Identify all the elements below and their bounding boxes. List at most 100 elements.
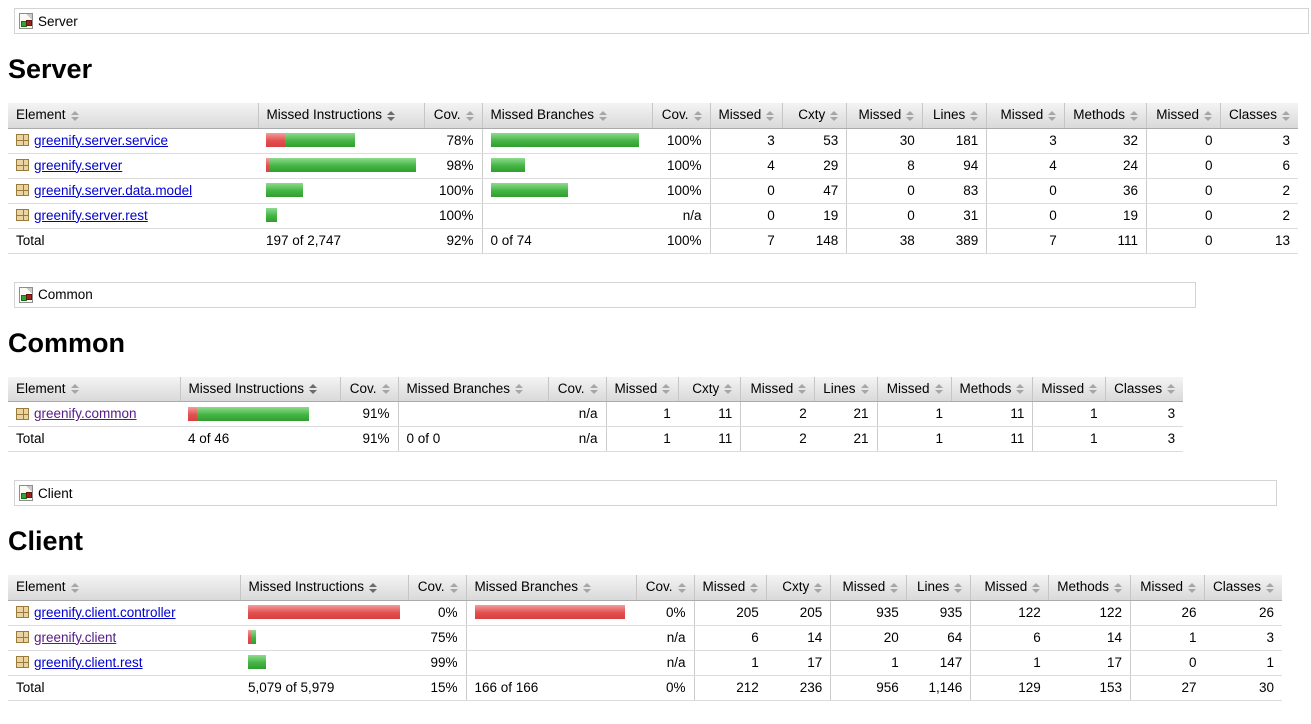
instructions-bar	[188, 406, 332, 421]
table-row: greenify.client 75% n/a 6 14 20 64 6 14 1 3	[8, 625, 1283, 651]
column-header-cov-[interactable]: Cov.	[547, 376, 606, 402]
column-header-missed[interactable]: Missed	[709, 103, 783, 129]
column-label: Cov.	[433, 107, 461, 123]
package-link[interactable]: greenify.server.service	[34, 132, 169, 148]
column-header-element[interactable]: Element	[8, 376, 180, 402]
column-header-missed[interactable]: Missed	[605, 376, 679, 402]
counter-cell: 26	[1204, 600, 1283, 626]
instructions-coverage-cell: 99%	[408, 650, 466, 676]
sort-down-arrow	[465, 116, 474, 121]
column-header-methods[interactable]: Methods	[1064, 103, 1147, 129]
element-wrap: greenify.common	[16, 406, 172, 421]
counter-cell: 1	[1130, 625, 1205, 651]
sort-down-arrow	[583, 588, 592, 593]
column-header-classes[interactable]: Classes	[1220, 103, 1299, 129]
package-link[interactable]: greenify.common	[34, 406, 137, 421]
column-label: Missed	[702, 579, 746, 595]
total-instructions-cell: 5,079 of 5,979	[240, 675, 408, 701]
sort-icon	[515, 384, 524, 395]
counter-cell: 3	[986, 128, 1065, 154]
column-label: Missed	[614, 380, 658, 396]
package-link[interactable]: greenify.client	[34, 629, 117, 645]
counter-cell: 11	[951, 401, 1033, 427]
missed-bar	[266, 158, 269, 172]
column-header-missed-branches[interactable]: Missed Branches	[397, 376, 548, 402]
column-header-missed[interactable]: Missed	[1130, 575, 1205, 601]
column-label: Missed	[1000, 107, 1044, 123]
sort-icon	[1016, 384, 1025, 395]
column-label: Missed	[1041, 380, 1085, 396]
sort-icon	[1048, 110, 1057, 121]
instructions-bar-cell	[240, 625, 408, 651]
sort-up-arrow	[1089, 384, 1098, 389]
column-header-methods[interactable]: Methods	[950, 376, 1033, 402]
column-header-lines[interactable]: Lines	[814, 376, 878, 402]
column-header-classes[interactable]: Classes	[1105, 376, 1184, 402]
covered-bar	[285, 133, 355, 147]
column-header-lines[interactable]: Lines	[906, 575, 971, 601]
column-header-missed-instructions[interactable]: Missed Instructions	[179, 376, 340, 402]
sort-icon	[934, 384, 943, 395]
column-header-cov-[interactable]: Cov.	[423, 103, 482, 129]
breadcrumb: Common	[14, 281, 1196, 308]
branches-bar-cell	[465, 625, 636, 651]
sort-icon	[724, 384, 733, 395]
column-header-cxty[interactable]: Cxty	[782, 103, 847, 129]
total-instructions-coverage-cell: 92%	[424, 228, 482, 254]
column-header-missed[interactable]: Missed	[830, 575, 907, 601]
covered-bar	[197, 406, 309, 421]
total-counter-cell: 1,146	[906, 675, 971, 701]
column-header-element[interactable]: Element	[8, 103, 258, 129]
column-header-missed-branches[interactable]: Missed Branches	[465, 575, 636, 601]
column-header-missed[interactable]: Missed	[846, 103, 923, 129]
column-label: Cov.	[645, 579, 673, 595]
column-header-cxty[interactable]: Cxty	[766, 575, 831, 601]
sort-icon	[381, 384, 390, 395]
column-header-missed[interactable]: Missed	[876, 376, 952, 402]
column-header-missed[interactable]: Missed	[986, 103, 1065, 129]
total-counter-cell: 27	[1130, 675, 1205, 701]
column-header-missed-instructions[interactable]: Missed Instructions	[239, 575, 408, 601]
sort-down-arrow	[830, 116, 839, 121]
column-label: Classes	[1114, 380, 1163, 396]
instructions-bar-cell	[258, 203, 424, 229]
total-counter-cell: 38	[846, 228, 923, 254]
column-header-cov-[interactable]: Cov.	[651, 103, 710, 129]
column-header-cov-[interactable]: Cov.	[339, 376, 398, 402]
total-counter-cell: 2	[740, 426, 815, 452]
column-header-missed[interactable]: Missed	[1032, 376, 1106, 402]
sort-icon	[693, 110, 702, 121]
column-header-methods[interactable]: Methods	[1048, 575, 1131, 601]
column-label: Element	[16, 107, 66, 123]
column-header-missed[interactable]: Missed	[970, 575, 1049, 601]
package-link[interactable]: greenify.server.data.model	[34, 182, 193, 198]
package-link[interactable]: greenify.server.rest	[34, 207, 148, 223]
column-header-missed[interactable]: Missed	[693, 575, 767, 601]
column-header-classes[interactable]: Classes	[1204, 575, 1283, 601]
counter-cell: 2	[1220, 203, 1299, 229]
package-link[interactable]: greenify.server	[34, 157, 123, 173]
column-header-cov-[interactable]: Cov.	[635, 575, 694, 601]
column-header-element[interactable]: Element	[8, 575, 240, 601]
package-link[interactable]: greenify.client.controller	[34, 604, 176, 620]
package-link[interactable]: greenify.client.rest	[34, 654, 143, 670]
sort-down-arrow	[449, 588, 458, 593]
column-header-missed[interactable]: Missed	[1146, 103, 1221, 129]
header-row: Element Missed Instructions Cov. Missed Bra…	[8, 575, 1283, 601]
counter-cell: 0	[709, 203, 783, 229]
column-label: Cxty	[782, 579, 810, 595]
total-counter-cell: 129	[970, 675, 1049, 701]
branches-bar-cell	[481, 128, 652, 154]
column-header-cxty[interactable]: Cxty	[678, 376, 741, 402]
missed-bar	[248, 605, 400, 619]
package-icon	[16, 606, 29, 618]
column-header-lines[interactable]: Lines	[922, 103, 987, 129]
table-row: greenify.server.rest 100% n/a 0 19 0 31 0 19 0 2	[8, 203, 1299, 229]
column-header-cov-[interactable]: Cov.	[407, 575, 466, 601]
column-header-missed-branches[interactable]: Missed Branches	[481, 103, 652, 129]
counter-cell: 30	[846, 128, 923, 154]
column-header-missed-instructions[interactable]: Missed Instructions	[257, 103, 424, 129]
column-header-missed[interactable]: Missed	[740, 376, 815, 402]
branches-bar-cell	[397, 401, 548, 427]
total-counter-cell: 111	[1064, 228, 1147, 254]
